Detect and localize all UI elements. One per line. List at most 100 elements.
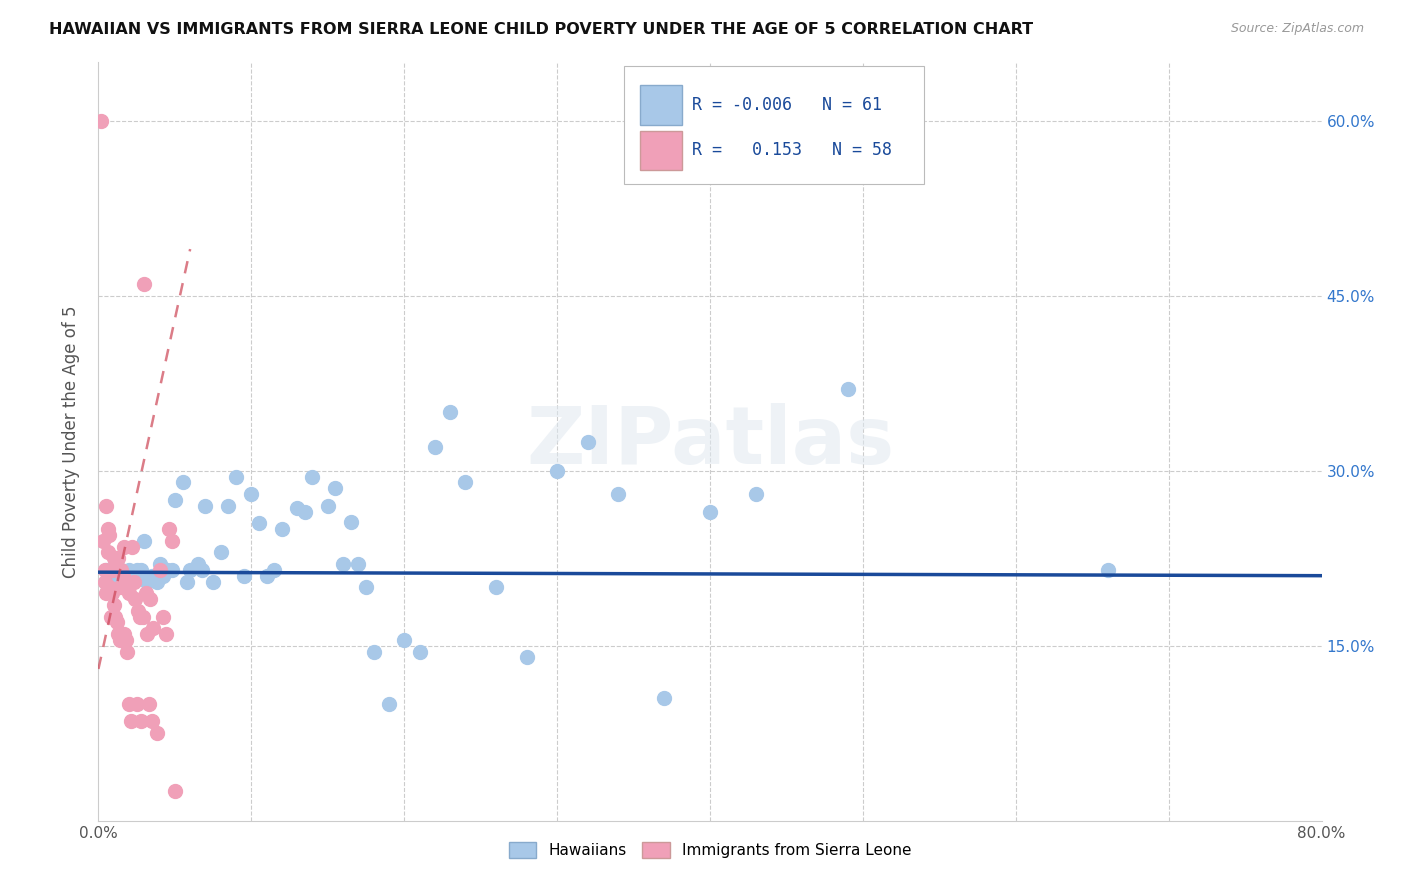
Point (121, 540, 143, 554)
Point (100, 580, 122, 594)
Text: R = -0.006   N = 61: R = -0.006 N = 61 (692, 96, 882, 114)
Point (179, 563, 201, 577)
Point (94, 586, 117, 600)
Point (270, 522, 292, 536)
Point (408, 644, 430, 658)
Point (202, 574, 225, 589)
Point (294, 504, 316, 518)
Point (110, 563, 132, 577)
Point (392, 632, 416, 647)
Point (142, 621, 165, 635)
Point (454, 475, 477, 490)
Point (111, 568, 134, 582)
Y-axis label: Child Poverty Under the Age of 5: Child Poverty Under the Age of 5 (62, 305, 80, 578)
Point (129, 563, 152, 577)
Point (209, 545, 232, 559)
Point (103, 551, 125, 566)
Point (115, 632, 138, 647)
Point (136, 574, 159, 589)
Point (105, 615, 128, 630)
Point (339, 515, 361, 529)
Point (256, 568, 278, 582)
Point (93, 574, 115, 589)
Point (103, 598, 125, 612)
Point (110, 627, 132, 641)
Point (111, 632, 134, 647)
Text: Source: ZipAtlas.com: Source: ZipAtlas.com (1230, 22, 1364, 36)
Point (125, 563, 148, 577)
Point (187, 557, 209, 571)
Point (837, 382, 859, 396)
Point (141, 714, 163, 729)
Point (156, 563, 179, 577)
FancyBboxPatch shape (624, 66, 924, 184)
Point (105, 551, 128, 566)
Point (93, 563, 115, 577)
Point (97, 522, 120, 536)
Point (139, 592, 162, 607)
Point (152, 609, 174, 624)
Point (155, 627, 177, 641)
Point (145, 574, 167, 589)
Point (485, 580, 508, 594)
Point (94, 563, 117, 577)
Point (285, 501, 308, 516)
Point (118, 697, 141, 711)
Point (263, 563, 285, 577)
Point (136, 627, 159, 641)
Point (105, 574, 128, 589)
Point (152, 568, 174, 582)
Point (100, 563, 122, 577)
Point (439, 405, 461, 419)
Text: HAWAIIAN VS IMMIGRANTS FROM SIERRA LEONE CHILD POVERTY UNDER THE AGE OF 5 CORREL: HAWAIIAN VS IMMIGRANTS FROM SIERRA LEONE… (49, 22, 1033, 37)
Point (217, 499, 239, 513)
Point (98, 580, 121, 594)
Point (160, 563, 183, 577)
Point (225, 469, 247, 483)
Point (138, 697, 160, 711)
Point (112, 540, 135, 554)
Point (110, 563, 132, 577)
Point (157, 522, 180, 536)
Point (118, 586, 141, 600)
Point (101, 563, 124, 577)
Point (232, 568, 254, 582)
Point (135, 586, 157, 600)
Point (576, 434, 599, 449)
Point (132, 609, 155, 624)
Point (516, 650, 538, 665)
Point (149, 563, 172, 577)
Point (115, 568, 138, 582)
Point (120, 714, 142, 729)
Point (247, 516, 270, 531)
Point (316, 499, 339, 513)
Point (108, 580, 131, 594)
Point (112, 627, 135, 641)
Point (301, 469, 323, 483)
Point (240, 487, 263, 501)
Point (107, 627, 129, 641)
Point (104, 551, 127, 566)
Point (90, 113, 112, 128)
Point (191, 563, 214, 577)
Point (91, 533, 114, 548)
Point (103, 563, 125, 577)
Point (127, 604, 149, 618)
Text: ZIPatlas: ZIPatlas (526, 402, 894, 481)
Point (115, 574, 138, 589)
Point (745, 487, 768, 501)
Point (117, 644, 139, 658)
Point (145, 726, 167, 740)
Point (141, 568, 163, 582)
Point (347, 557, 370, 571)
Point (97, 545, 120, 559)
Point (101, 586, 124, 600)
Point (607, 487, 630, 501)
Point (118, 563, 141, 577)
Point (104, 609, 127, 624)
Point (129, 714, 152, 729)
Point (163, 492, 186, 507)
Point (699, 504, 721, 518)
FancyBboxPatch shape (640, 85, 682, 125)
Point (121, 568, 143, 582)
